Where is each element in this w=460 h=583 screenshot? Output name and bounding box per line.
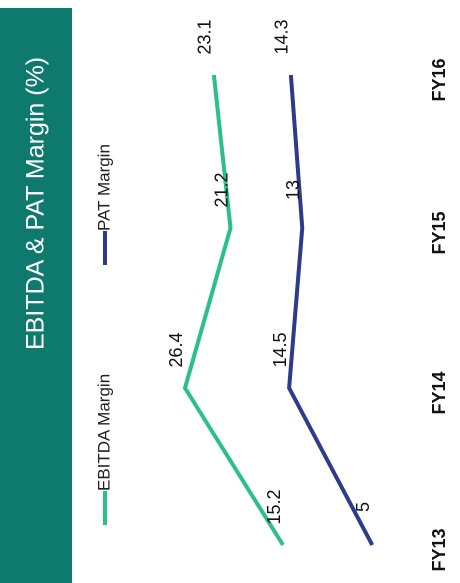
rotated-chart: EBITDA & PAT Margin (%) FY13 FY14 FY15 FY16… bbox=[0, 8, 449, 583]
series-line bbox=[287, 74, 375, 546]
data-label: 26.4 bbox=[166, 332, 186, 367]
chart-title: EBITDA & PAT Margin (%) bbox=[22, 57, 50, 350]
data-label: 21.2 bbox=[211, 172, 231, 207]
data-label: 23.1 bbox=[195, 19, 215, 54]
title-bar bbox=[0, 8, 72, 583]
legend-label: EBITDA Margin bbox=[94, 374, 113, 491]
x-tick-label: FY16 bbox=[429, 58, 449, 101]
data-label: 14.5 bbox=[270, 332, 290, 367]
x-tick-label: FY14 bbox=[429, 371, 449, 414]
series-line bbox=[182, 74, 285, 547]
data-label: 14.3 bbox=[272, 19, 292, 54]
x-tick-label: FY15 bbox=[429, 211, 449, 254]
data-label: 15.2 bbox=[264, 489, 284, 524]
legend-label: PAT Margin bbox=[94, 144, 113, 231]
data-label: 5 bbox=[353, 502, 373, 512]
x-tick-label: FY13 bbox=[429, 528, 449, 571]
data-label: 13 bbox=[283, 180, 303, 200]
